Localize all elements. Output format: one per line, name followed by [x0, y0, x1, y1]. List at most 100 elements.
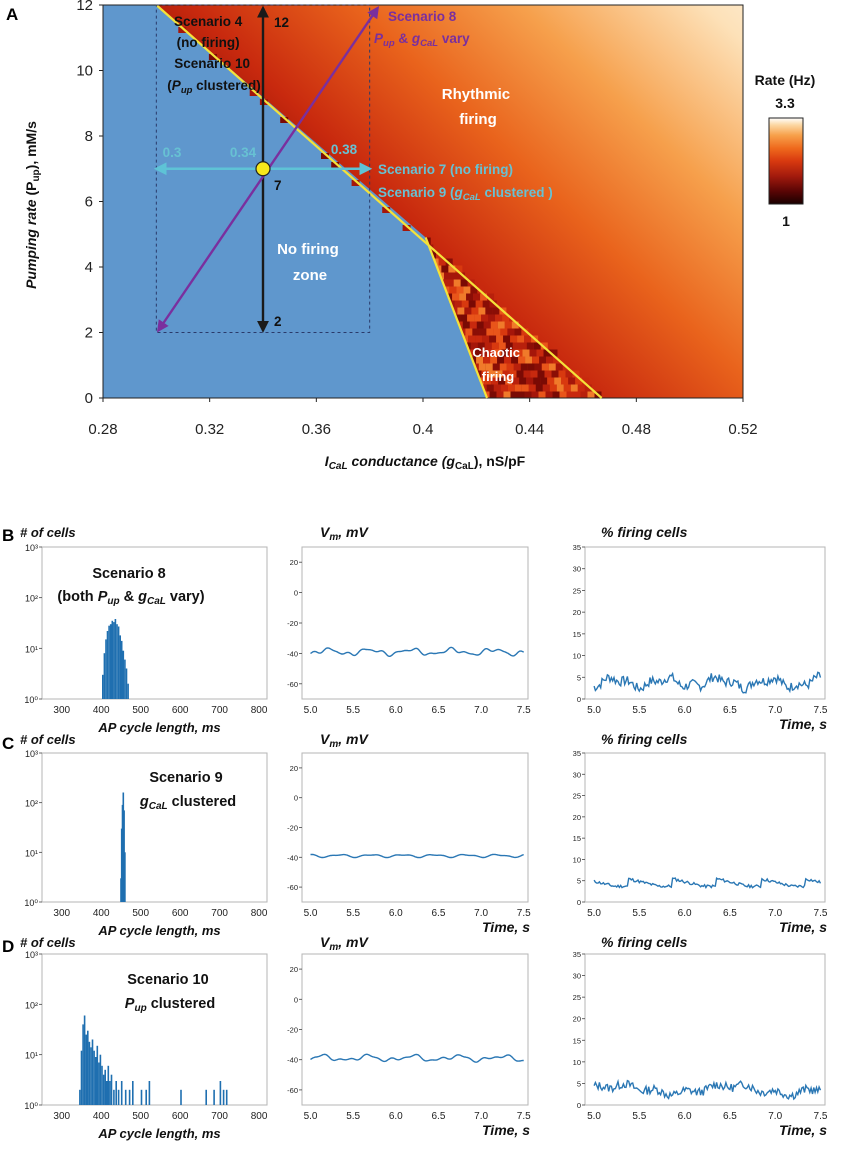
pup-value-high: 12 [274, 15, 289, 30]
histogram-bar [213, 1089, 215, 1105]
histogram-bar [124, 1089, 127, 1105]
x-tick-label: 5.5 [346, 705, 360, 716]
y-tick-label: 12 [76, 0, 93, 14]
chaotic-cell [501, 349, 509, 357]
chaotic-cell [481, 370, 489, 378]
chaotic-cell [506, 363, 514, 371]
chaotic-cell [511, 321, 519, 329]
chaotic-cell [504, 321, 512, 329]
chaotic-cell [496, 335, 504, 343]
y-tick-label: 30 [573, 770, 581, 779]
chaotic-cell [563, 384, 571, 392]
chaotic-cell [509, 370, 517, 378]
chaotic-cell [535, 384, 543, 392]
plot-frame [301, 546, 529, 700]
x-axis-label: Time, s [779, 1122, 827, 1138]
y-tick-label: 10⁰ [24, 1101, 38, 1111]
chaotic-cell [468, 300, 476, 308]
histogram-bar [104, 1069, 106, 1105]
chaotic-cell [524, 335, 532, 343]
chaotic-cell [584, 384, 592, 392]
chaotic-cell [468, 335, 476, 343]
chaotic-cell [490, 356, 498, 364]
x-tick-label: 5.0 [304, 908, 318, 919]
y-tick-label: -20 [287, 1026, 298, 1035]
chaotic-cell [458, 272, 465, 280]
y-tick-label: 10 [573, 652, 581, 661]
histogram-bar [106, 631, 109, 699]
y-tick-label: 30 [573, 565, 581, 574]
x-tick-label: 5.5 [632, 705, 646, 716]
y-axis-label: # of cells [20, 935, 76, 950]
y-tick-label: 5 [577, 877, 581, 886]
x-tick-label: 600 [172, 705, 189, 716]
chaotic-cell [475, 300, 483, 308]
chaotic-cell [529, 349, 537, 357]
histogram-bar [94, 1057, 97, 1105]
x-tick-label: 5.5 [632, 1111, 646, 1122]
chaotic-cell [582, 377, 590, 385]
chaotic-cell [514, 384, 522, 392]
x-tick-label: 6.0 [678, 1111, 692, 1122]
x-tick-label: 0.48 [622, 421, 651, 438]
chaotic-cell [482, 300, 490, 308]
chaotic-cell [518, 321, 526, 329]
chaotic-cell [494, 349, 502, 357]
histogram-bar [128, 1089, 131, 1105]
y-tick-label: -20 [287, 824, 298, 833]
chaotic-cell [505, 342, 513, 350]
y-axis-label: Pumping rate (Pup), mM/s [23, 121, 42, 289]
chaotic-cell [530, 370, 538, 378]
x-tick-label: 400 [93, 1111, 110, 1122]
chaotic-cell [561, 377, 569, 385]
histogram-bar [122, 650, 125, 699]
line-chart-B3: 5.0 5.5 6.0 6.5 7.0 7.5 0 5 10 15 20 25 30 35 % firing… [573, 524, 828, 732]
y-axis-label: # of cells [20, 732, 76, 747]
x-tick-label: 6.5 [431, 908, 445, 919]
x-tick-label: 400 [93, 908, 110, 919]
chaotic-cell [510, 335, 518, 343]
chaotic-cell [469, 321, 477, 329]
y-tick-label: 6 [85, 194, 93, 211]
x-tick-label: 300 [53, 705, 70, 716]
x-tick-label: 7.0 [474, 1111, 488, 1122]
plot-frame [41, 546, 268, 700]
pup-value-low: 2 [274, 314, 282, 329]
histogram-bar [127, 683, 129, 699]
histogram-bar [83, 1015, 86, 1105]
y-tick-label: 0 [577, 898, 581, 907]
chaotic-cell [478, 363, 486, 371]
chaotic-cell [493, 384, 501, 392]
y-tick-label: 10¹ [25, 1051, 38, 1061]
chaotic-cell [536, 349, 544, 357]
chaotic-cell [464, 307, 472, 315]
y-axis-ticks: 0 2 4 6 8 10 12 [76, 0, 103, 407]
histogram-B1: 300 400 500 600 700 800 10⁰ 10¹ 10² 10³ # of cells… [20, 525, 268, 735]
x-tick-label: 7.5 [814, 908, 828, 919]
y-tick-label: 4 [85, 259, 93, 276]
chaotic-cell [546, 356, 554, 364]
chaotic-cell [499, 363, 507, 371]
panel-letter-c: C [2, 734, 14, 753]
chaotic-cell [483, 356, 491, 364]
histogram-bar [113, 622, 115, 699]
histogram-bar [120, 1081, 123, 1105]
chaotic-cell [481, 314, 489, 322]
chaotic-cell [534, 363, 542, 371]
plot-frame [41, 752, 268, 903]
chaotic-cell [526, 377, 534, 385]
trace-line [310, 853, 524, 859]
histogram-bar [140, 1089, 143, 1105]
y-tick-label: 0 [294, 995, 298, 1004]
chaotic-cell [558, 370, 566, 378]
chaotic-cell [520, 363, 528, 371]
x-tick-label: 5.0 [587, 908, 601, 919]
y-axis-label: Vm, mV [320, 934, 369, 953]
x-tick-label: 7.5 [517, 908, 531, 919]
chaotic-cell [519, 377, 527, 385]
chaotic-cell [485, 363, 493, 371]
line-chart-C3: 5.0 5.5 6.0 6.5 7.0 7.5 0 5 10 15 20 25 30 35 % firing… [573, 731, 828, 935]
boundary-cell [402, 225, 411, 231]
y-tick-label: 25 [573, 792, 581, 801]
y-tick-label: 20 [573, 813, 581, 822]
